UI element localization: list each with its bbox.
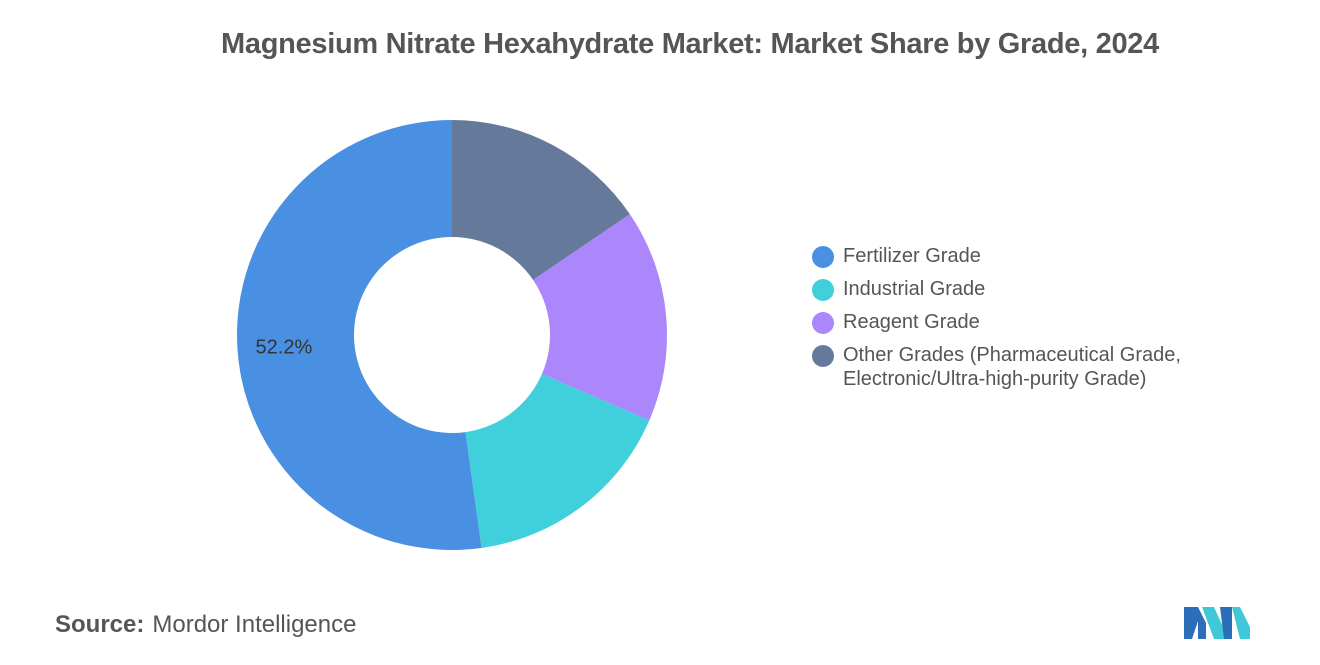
data-label-1: 52.2%: [256, 337, 313, 359]
legend-item-reagent-grade: Reagent Grade: [812, 310, 1292, 334]
data-labels: 52.2%: [256, 337, 313, 359]
mordor-intelligence-logo-icon: [1184, 607, 1250, 639]
donut-slice-3: [533, 214, 667, 421]
source-line: Source: Mordor Intelligence: [55, 611, 356, 639]
legend-item-other-grades: Other Grades (Pharmaceutical Grade, Elec…: [812, 343, 1292, 391]
donut-slices: [236, 120, 667, 550]
legend-swatch: [812, 312, 834, 334]
donut-slice-2: [465, 373, 650, 548]
source-text: Mordor Intelligence: [152, 611, 357, 638]
legend-label: Other Grades (Pharmaceutical Grade, Elec…: [843, 344, 1181, 390]
legend-item-fertilizer-grade: Fertilizer Grade: [812, 244, 1292, 268]
legend-label: Reagent Grade: [843, 311, 980, 333]
legend-label: Fertilizer Grade: [843, 245, 981, 267]
donut-slice-4: [452, 120, 630, 280]
legend-swatch: [812, 345, 834, 367]
source-label: Source:: [55, 611, 145, 638]
legend-label: Industrial Grade: [843, 278, 986, 300]
donut-slice-1: [236, 120, 482, 550]
legend: Fertilizer Grade Industrial Grade Reagen…: [812, 244, 1292, 400]
chart-title: Magnesium Nitrate Hexahydrate Market: Ma…: [221, 28, 1159, 60]
legend-swatch: [812, 279, 834, 301]
legend-swatch: [812, 246, 834, 268]
legend-item-industrial-grade: Industrial Grade: [812, 277, 1292, 301]
